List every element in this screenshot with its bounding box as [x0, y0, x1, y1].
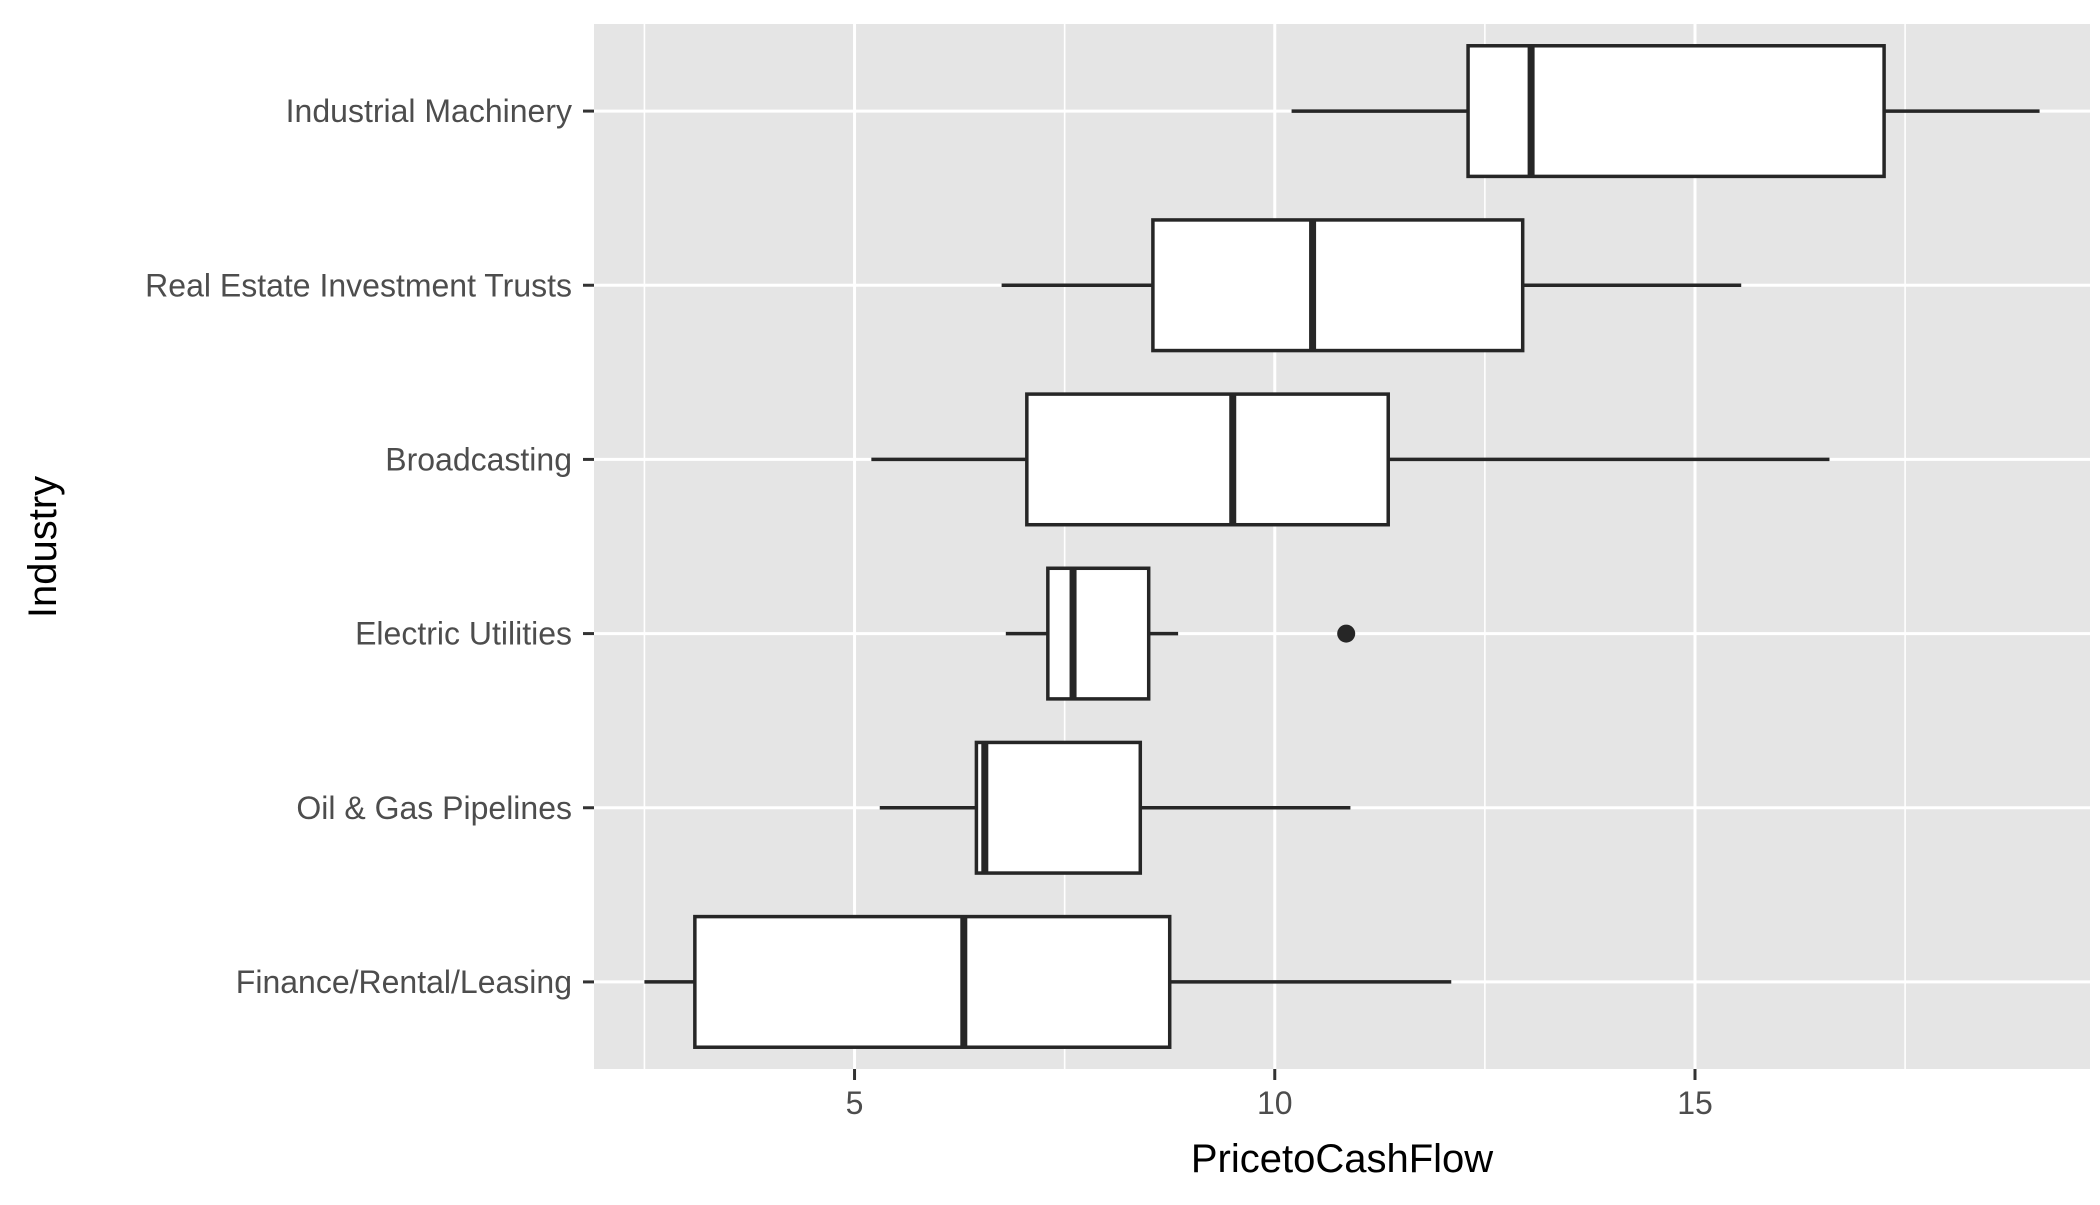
outlier-point	[1337, 624, 1356, 643]
y-tick-label: Industrial Machinery	[286, 93, 572, 129]
box-group	[644, 914, 1452, 1049]
y-tick-label: Electric Utilities	[355, 616, 572, 652]
y-axis-title: Industry	[21, 476, 65, 618]
axes: Finance/Rental/Leasing Oil & Gas Pipeline…	[145, 93, 1713, 1121]
box-iqr	[1151, 218, 1525, 353]
x-tick-label: 5	[846, 1085, 864, 1121]
box-iqr	[974, 740, 1143, 875]
plot-panel	[594, 24, 2090, 1069]
y-tick-label: Broadcasting	[385, 441, 572, 477]
y-tick-label: Finance/Rental/Leasing	[236, 964, 572, 1000]
box-group	[1005, 566, 1356, 701]
x-tick-label: 15	[1677, 1085, 1713, 1121]
box-group	[1291, 44, 2040, 179]
box-iqr	[1046, 566, 1151, 701]
box-group	[871, 392, 1830, 527]
y-tick-label: Oil & Gas Pipelines	[296, 790, 572, 826]
y-tick-label: Real Estate Investment Trusts	[145, 267, 572, 303]
x-axis-title: PricetoCashFlow	[1191, 1137, 1493, 1181]
box-iqr	[1025, 392, 1390, 527]
box-group	[1001, 218, 1742, 353]
boxes	[644, 44, 2040, 1049]
box-iqr	[693, 914, 1172, 1049]
box-group	[879, 740, 1351, 875]
box-iqr	[1466, 44, 1886, 179]
x-tick-label: 10	[1257, 1085, 1293, 1121]
